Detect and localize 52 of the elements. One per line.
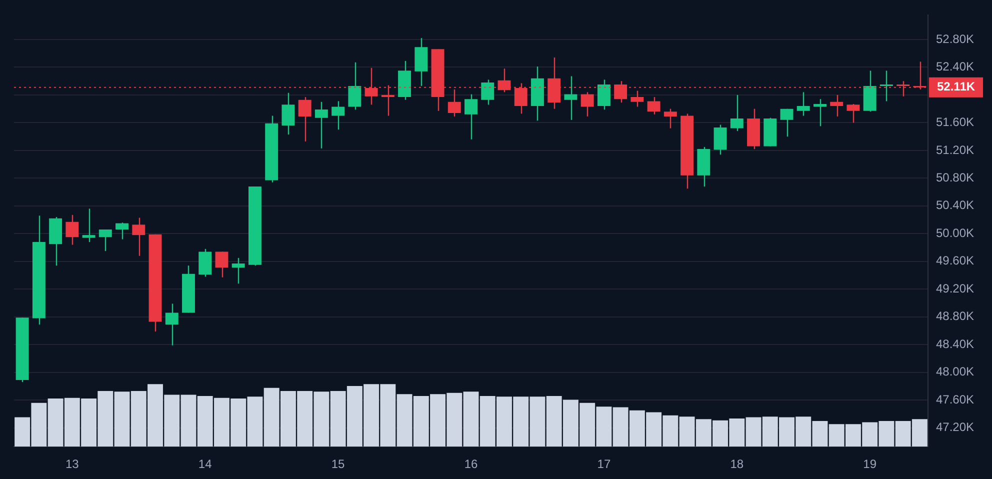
y-tick-label: 52.40K	[936, 60, 974, 74]
candlestick	[564, 76, 578, 121]
candlestick	[846, 103, 860, 124]
candlestick	[814, 98, 826, 127]
y-tick-label: 49.20K	[936, 281, 974, 296]
candlestick	[630, 90, 644, 108]
candlestick	[314, 101, 328, 149]
x-tick-label: 15	[331, 457, 346, 472]
candlestick	[215, 251, 228, 278]
ref-line-label: 52.11K	[937, 80, 976, 94]
y-tick-label: 49.60K	[936, 254, 974, 268]
candlestick	[66, 214, 79, 246]
candlestick	[232, 257, 245, 284]
candlestick	[481, 79, 494, 106]
candlestick	[597, 79, 610, 110]
candlestick	[116, 222, 128, 240]
candlestick	[580, 92, 594, 118]
x-tick-label: 18	[730, 457, 744, 472]
candlestick	[132, 217, 146, 256]
candlestick	[664, 108, 677, 129]
y-tick-label: 50.40K	[936, 198, 974, 212]
candlestick	[714, 124, 727, 156]
x-tick-label: 16	[464, 457, 478, 472]
candlestick	[98, 228, 112, 252]
candlestick	[282, 92, 295, 136]
candlestick	[298, 96, 312, 142]
x-tick-label: 13	[65, 457, 80, 472]
candlestick	[332, 100, 345, 130]
candlestick	[880, 70, 893, 102]
candlestick	[830, 94, 844, 118]
y-tick-label: 52.80K	[936, 32, 974, 46]
candlestick	[730, 94, 744, 132]
y-tick-label: 48.40K	[936, 336, 974, 351]
candlestick	[198, 248, 212, 278]
y-tick-label: 51.60K	[936, 115, 974, 130]
y-tick-label: 51.20K	[936, 142, 974, 157]
candlestick	[464, 94, 478, 140]
x-tick-label: 14	[198, 457, 212, 472]
x-tick-label: 19	[863, 457, 877, 472]
candlestick	[165, 303, 178, 346]
candlestick	[796, 92, 810, 116]
y-tick-label: 47.60K	[936, 392, 974, 406]
y-tick-label: 47.20K	[936, 420, 974, 434]
y-tick-label: 48.80K	[936, 309, 974, 324]
x-tick-label: 17	[597, 457, 611, 472]
y-tick-label: 50.00K	[936, 226, 974, 240]
candlestick	[82, 208, 96, 243]
candlestick	[647, 96, 660, 115]
candlestick	[348, 62, 362, 110]
y-tick-label: 48.00K	[936, 364, 974, 379]
y-tick-label: 50.80K	[936, 170, 974, 184]
candlestick	[780, 108, 794, 138]
